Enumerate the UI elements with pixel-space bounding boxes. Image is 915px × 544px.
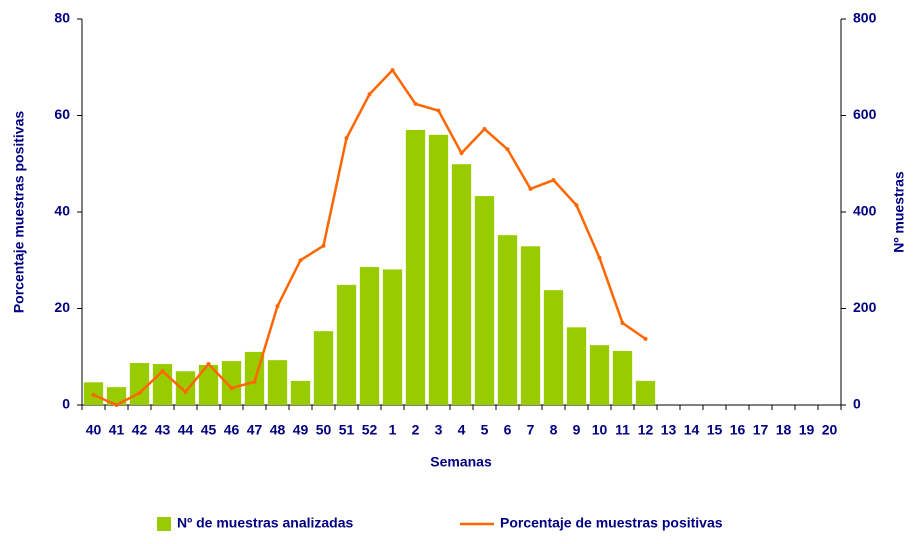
bar [451, 164, 472, 405]
x-tick-label: 5 [481, 422, 489, 438]
x-tick-label: 49 [293, 422, 309, 438]
x-tick-label: 13 [661, 422, 677, 438]
bar [566, 327, 587, 405]
bar [589, 345, 610, 405]
bar [336, 284, 357, 405]
bar [290, 380, 311, 405]
y2-tick-label: 600 [853, 106, 877, 122]
bar [221, 361, 242, 405]
bar [635, 380, 656, 405]
y-tick-label: 60 [54, 106, 70, 122]
line-marker [528, 186, 533, 191]
line-marker [505, 147, 510, 152]
x-tick-label: 42 [132, 422, 148, 438]
bar [543, 290, 564, 405]
legend-label: Porcentaje de muestras positivas [500, 515, 723, 531]
line-marker [229, 386, 234, 391]
x-tick-label: 7 [527, 422, 535, 438]
line-marker [482, 127, 487, 132]
bar [497, 235, 518, 405]
y-tick-label: 40 [54, 203, 70, 219]
x-tick-label: 11 [615, 422, 630, 438]
x-tick-label: 48 [270, 422, 286, 438]
line-marker [459, 151, 464, 156]
line-marker [620, 320, 625, 325]
x-tick-label: 16 [730, 422, 746, 438]
line-marker [114, 403, 119, 407]
x-tick-label: 9 [573, 422, 581, 438]
bar [428, 134, 449, 406]
legend-label: Nº de muestras analizadas [177, 515, 354, 531]
line-marker [413, 101, 418, 106]
x-tick-label: 3 [435, 422, 443, 438]
y2-tick-label: 0 [853, 396, 861, 412]
line-marker [160, 369, 165, 374]
y-tick-label: 0 [62, 396, 70, 412]
line-marker [436, 108, 441, 113]
line-marker [298, 258, 303, 263]
x-tick-label: 40 [86, 422, 102, 438]
line-marker [344, 136, 349, 141]
x-tick-label: 50 [316, 422, 332, 438]
x-tick-label: 51 [339, 422, 355, 438]
x-tick-label: 20 [822, 422, 838, 438]
y2-tick-label: 200 [853, 299, 877, 315]
x-tick-label: 8 [550, 422, 558, 438]
x-tick-label: 43 [155, 422, 171, 438]
x-tick-label: 2 [412, 422, 420, 438]
x-tick-label: 18 [776, 422, 792, 438]
x-tick-label: 6 [504, 422, 512, 438]
line-marker [574, 203, 579, 208]
bar [106, 387, 127, 405]
x-axis-title: Semanas [430, 454, 492, 470]
bar [313, 331, 334, 405]
line-marker [643, 336, 648, 341]
y-tick-label: 20 [54, 299, 70, 315]
line-marker [137, 390, 142, 395]
line-marker [597, 255, 602, 260]
line-marker [206, 361, 211, 366]
bar [382, 269, 403, 405]
bar [612, 350, 633, 405]
line-marker [183, 389, 188, 394]
y2-tick-label: 400 [853, 203, 877, 219]
x-tick-label: 1 [389, 422, 397, 438]
x-tick-label: 46 [224, 422, 240, 438]
line-marker [275, 304, 280, 309]
y2-tick-label: 800 [853, 10, 877, 26]
line-marker [91, 392, 96, 397]
bar [520, 246, 541, 405]
bar [175, 371, 196, 405]
x-tick-label: 14 [684, 422, 700, 438]
y2-axis-title: Nº muestras [891, 171, 907, 253]
bar [405, 129, 426, 405]
bar [129, 363, 150, 405]
line-marker [390, 68, 395, 73]
x-tick-label: 41 [109, 422, 125, 438]
x-tick-label: 52 [362, 422, 378, 438]
bar [198, 364, 219, 405]
line-marker [252, 379, 257, 384]
line-marker [367, 92, 372, 97]
x-tick-label: 19 [799, 422, 815, 438]
x-tick-label: 12 [638, 422, 654, 438]
x-tick-label: 17 [753, 422, 769, 438]
bar [474, 196, 495, 405]
x-tick-label: 10 [592, 422, 608, 438]
x-tick-label: 45 [201, 422, 217, 438]
y-tick-label: 80 [54, 10, 70, 26]
x-tick-label: 4 [458, 422, 466, 438]
x-tick-label: 44 [178, 422, 194, 438]
bar [359, 267, 380, 405]
y-axis-title: Porcentaje muestras positivas [11, 111, 27, 314]
x-tick-label: 47 [247, 422, 263, 438]
legend-swatch [157, 517, 171, 531]
x-tick-label: 15 [707, 422, 723, 438]
line-marker [551, 178, 556, 183]
bar [267, 360, 288, 405]
line-marker [321, 243, 326, 248]
